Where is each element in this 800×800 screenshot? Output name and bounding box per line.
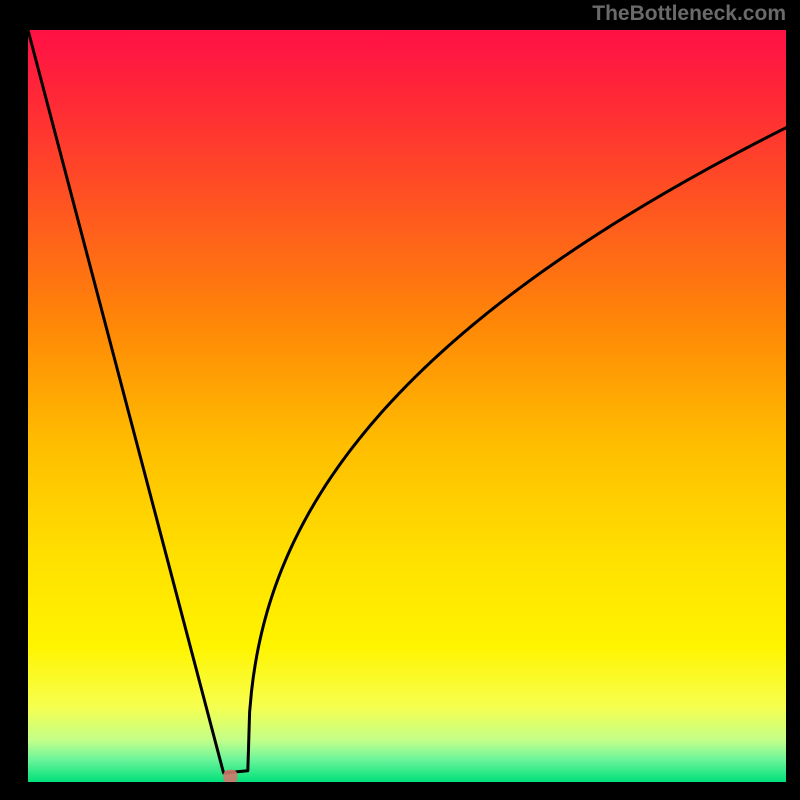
minimum-marker bbox=[223, 770, 237, 782]
gradient-background bbox=[28, 30, 786, 782]
plot-svg bbox=[28, 30, 786, 782]
plot-area bbox=[28, 30, 786, 782]
watermark-label: TheBottleneck.com bbox=[592, 2, 786, 26]
chart-frame: TheBottleneck.com bbox=[0, 0, 800, 800]
